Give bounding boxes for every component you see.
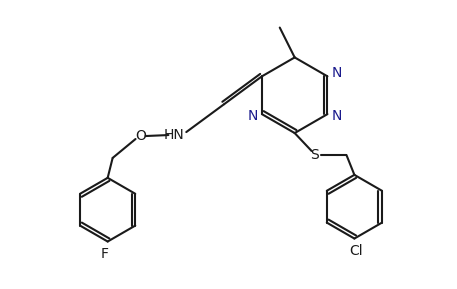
Text: Cl: Cl [350,244,363,258]
Text: N: N [331,66,341,80]
Text: O: O [135,129,146,143]
Text: N: N [248,109,258,123]
Text: N: N [331,109,341,123]
Text: S: S [310,148,319,162]
Text: HN: HN [164,128,185,142]
Text: F: F [101,247,109,262]
